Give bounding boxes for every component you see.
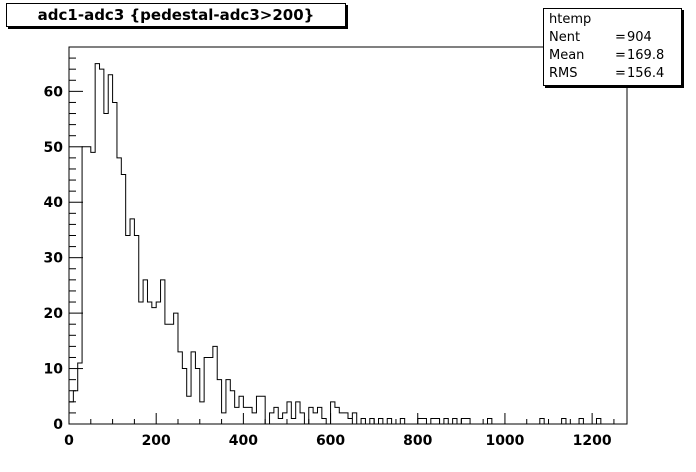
stats-eq: = — [615, 30, 626, 45]
histogram-line — [68, 63, 606, 425]
x-tick-label: 800 — [403, 433, 432, 449]
stats-name: htemp — [549, 12, 592, 27]
y-tick-label: 0 — [53, 417, 63, 433]
y-tick-label: 20 — [44, 306, 64, 322]
stats-rms-label: RMS — [549, 66, 578, 81]
plot-frame — [68, 46, 628, 425]
y-tick-label: 60 — [44, 84, 64, 100]
stats-eq: = — [615, 66, 626, 81]
stats-mean-label: Mean — [549, 48, 585, 63]
stats-entries-label: Nent — [549, 30, 581, 45]
x-tick-label: 400 — [229, 433, 258, 449]
x-tick-label: 200 — [142, 433, 171, 449]
chart-title: adc1-adc3 {pedestal-adc3>200} — [6, 3, 346, 27]
stats-mean-value: 169.8 — [627, 48, 665, 63]
stats-rms-value: 156.4 — [627, 66, 665, 81]
y-tick-label: 40 — [44, 195, 64, 211]
y-tick-label: 50 — [44, 140, 64, 156]
y-tick-label: 10 — [44, 362, 64, 378]
stats-entries-value: 904 — [627, 30, 652, 45]
stats-mean-row: Mean = 169.8 — [549, 47, 677, 65]
x-tick-label: 0 — [64, 433, 74, 449]
x-tick-label: 600 — [316, 433, 345, 449]
stats-rms-row: RMS = 156.4 — [549, 65, 677, 83]
x-tick-label: 1200 — [573, 433, 612, 449]
x-tick-label: 1000 — [485, 433, 524, 449]
y-tick-label: 30 — [44, 251, 64, 267]
stats-box: htemp Nent = 904 Mean = 169.8 RMS = 156.… — [543, 8, 682, 86]
stats-eq: = — [615, 48, 626, 63]
stats-entries-row: Nent = 904 — [549, 29, 677, 47]
